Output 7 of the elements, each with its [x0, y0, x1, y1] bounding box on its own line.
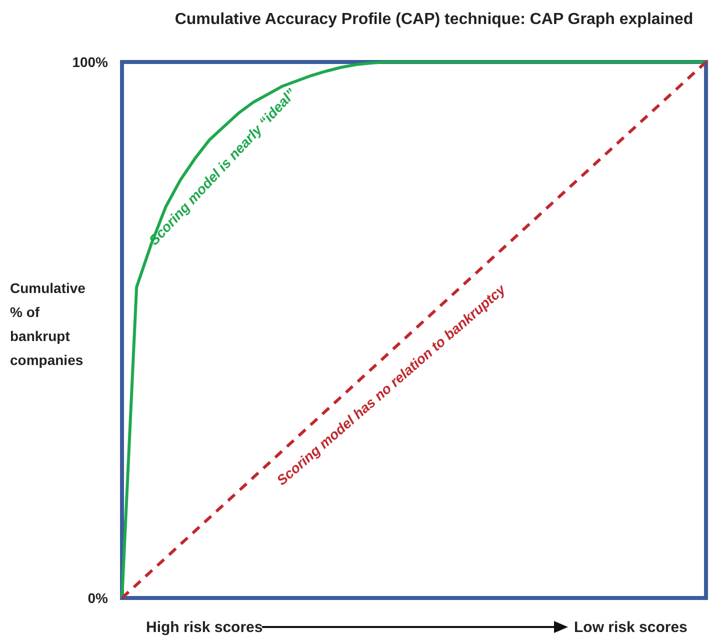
y-axis-title: Cumulative % of bankrupt companies: [10, 280, 86, 368]
y-tick-label: 0%: [88, 590, 109, 606]
text: Low risk scores: [574, 619, 688, 636]
y-tick-label: 100%: [72, 54, 109, 70]
line-series: [120, 60, 708, 600]
x-axis-title: High risk scores: [146, 619, 263, 636]
chart-title: Cumulative Accuracy Profile (CAP) technique: CAP Graph explained: [174, 11, 694, 28]
